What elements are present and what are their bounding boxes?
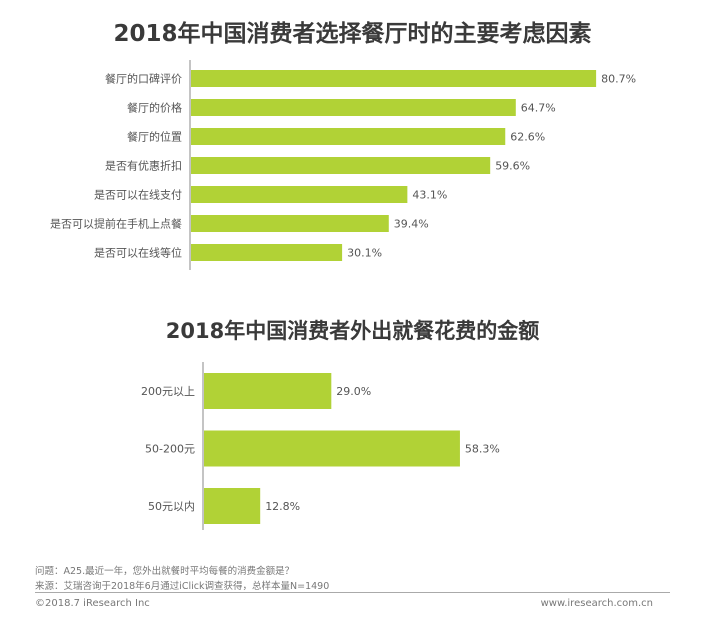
chart2-value-label: 58.3% <box>465 443 500 456</box>
chart1-value-label: 39.4% <box>394 218 429 231</box>
chart2-bar <box>204 488 261 524</box>
chart1-bar <box>191 244 343 261</box>
chart1-category-label: 是否可以在线等位 <box>94 246 182 260</box>
chart2-category-label: 50元以内 <box>148 499 195 513</box>
chart2-category-label: 50-200元 <box>145 443 195 456</box>
chart1-bar <box>191 186 408 203</box>
footer-question: 问题：A25.最近一年，您外出就餐时平均每餐的消费金额是？ <box>35 566 295 577</box>
chart2-value-label: 12.8% <box>265 500 300 513</box>
chart1-bar <box>191 99 516 116</box>
footer-source: 来源：艾瑞咨询于2018年6月通过iClick调查获得，总样本量N=1490 <box>35 581 330 592</box>
chart2-value-label: 29.0% <box>336 385 371 398</box>
website-url: www.iresearch.com.cn <box>540 598 653 609</box>
chart1-value-label: 43.1% <box>412 189 447 202</box>
chart2-title: 2018年中国消费者外出就餐花费的金额 <box>165 319 540 343</box>
chart1-value-label: 62.6% <box>510 131 545 144</box>
chart1-value-label: 59.6% <box>495 160 530 173</box>
chart1-title: 2018年中国消费者选择餐厅时的主要考虑因素 <box>113 21 592 47</box>
chart1-bar <box>191 128 506 145</box>
chart1-category-label: 餐厅的口碑评价 <box>105 72 182 86</box>
chart1-category-label: 餐厅的价格 <box>127 101 182 115</box>
chart1-value-label: 64.7% <box>521 102 556 115</box>
chart2-bar <box>204 373 332 409</box>
chart1-category-label: 是否有优惠折扣 <box>105 159 182 173</box>
chart1-category-label: 是否可以在线支付 <box>94 188 182 202</box>
chart1-bar <box>191 157 491 174</box>
chart1-category-label: 餐厅的位置 <box>127 130 182 144</box>
chart2-category-label: 200元以上 <box>141 385 195 398</box>
chart2-bar <box>204 430 460 467</box>
chart1-bar <box>191 215 389 232</box>
chart1-bar <box>191 70 597 87</box>
copyright: ©2018.7 iResearch Inc <box>35 598 150 609</box>
chart1-value-label: 30.1% <box>347 247 382 260</box>
chart1-category-label: 是否可以提前在手机上点餐 <box>50 217 182 231</box>
footer-divider <box>35 592 670 593</box>
chart1-value-label: 80.7% <box>601 73 636 86</box>
